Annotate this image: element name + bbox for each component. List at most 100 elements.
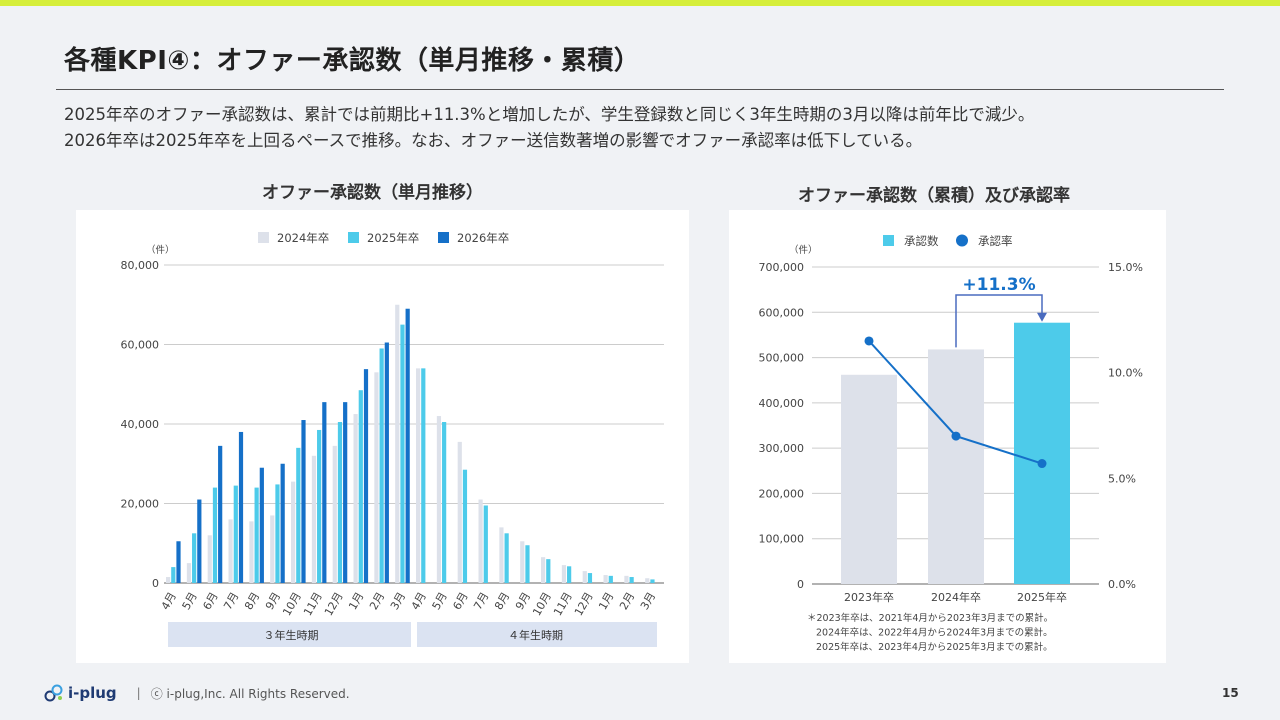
bar — [238, 431, 244, 583]
bar — [176, 541, 181, 583]
bar — [478, 499, 483, 583]
period-band-4th-year — [417, 622, 657, 647]
description: 2025年卒のオファー承認数は、累計では前期比+11.3%と増加したが、学生登録… — [64, 102, 1034, 154]
x-tick-label: 5月 — [430, 590, 450, 612]
legend-swatch — [883, 235, 894, 246]
bar — [353, 414, 358, 583]
x-tick-label: 2月 — [367, 590, 387, 612]
bar — [421, 368, 426, 583]
y-tick-label: 400,000 — [759, 397, 805, 410]
legend-label: 承認率 — [978, 234, 1013, 248]
y-tick-label: 0 — [797, 578, 804, 591]
bar — [629, 577, 634, 583]
x-tick-label: 12月 — [322, 590, 346, 618]
bar — [207, 535, 212, 583]
bar — [608, 575, 613, 583]
y-tick-label: 20,000 — [121, 498, 160, 511]
bar — [546, 559, 551, 583]
y-tick-label: 60,000 — [121, 339, 160, 352]
bar — [322, 402, 327, 583]
bar — [317, 429, 322, 583]
y-axis-unit: （件） — [789, 244, 818, 256]
growth-arrowhead — [1037, 312, 1047, 322]
bar — [186, 563, 192, 583]
legend-swatch — [348, 232, 359, 243]
growth-bracket — [955, 294, 1043, 348]
rate-point — [1037, 459, 1047, 469]
x-tick-label: 1月 — [596, 590, 616, 612]
bar — [332, 445, 337, 583]
footnote: 2024年卒は、2022年4月から2024年3月までの累計。 — [816, 627, 1053, 639]
legend-swatch — [258, 232, 269, 243]
x-tick-label: 4月 — [159, 590, 179, 612]
x-tick-label: 11月 — [301, 590, 325, 618]
y-tick-label: 100,000 — [759, 533, 805, 546]
bar — [280, 463, 285, 583]
logo-text: i-plug — [68, 684, 117, 702]
bar — [296, 447, 301, 583]
rate-point — [864, 336, 874, 346]
bar — [405, 308, 410, 583]
x-tick-label: 9月 — [513, 590, 533, 612]
x-tick-label: 8月 — [242, 590, 262, 612]
bar — [645, 578, 650, 583]
bar — [343, 402, 348, 583]
bar — [582, 571, 587, 583]
bar — [457, 441, 462, 583]
bar — [275, 484, 280, 583]
bar — [337, 422, 343, 583]
y2-tick-label: 10.0% — [1108, 367, 1143, 380]
bar — [291, 481, 296, 583]
x-tick-label: 8月 — [492, 590, 512, 612]
bar — [416, 368, 421, 583]
bar — [483, 505, 488, 583]
bar — [311, 455, 317, 583]
period-label: ４年生時期 — [508, 628, 563, 642]
bar — [561, 565, 567, 583]
rate-point — [951, 431, 961, 441]
y-tick-label: 500,000 — [759, 352, 805, 365]
y-tick-label: 700,000 — [759, 261, 805, 274]
bar — [841, 374, 897, 584]
bar — [212, 487, 218, 583]
bar — [192, 533, 197, 583]
bar — [249, 521, 254, 583]
bar — [520, 541, 525, 583]
x-tick-label: 11月 — [551, 590, 575, 618]
bar — [218, 445, 223, 583]
bar — [197, 499, 202, 583]
bar — [395, 304, 400, 583]
bar — [603, 575, 608, 583]
x-tick-label: 4月 — [409, 590, 429, 612]
bar — [541, 557, 546, 583]
x-tick-label: 6月 — [200, 590, 220, 612]
bar — [928, 349, 984, 584]
period-label: ３年生時期 — [264, 628, 319, 642]
bar — [587, 573, 593, 583]
footnote: 2025年卒は、2023年4月から2025年3月までの累計。 — [816, 641, 1053, 653]
legend-marker — [956, 234, 968, 247]
legend-label: 2024年卒 — [277, 231, 329, 245]
footnote: ＊2023年卒は、2021年4月から2023年3月までの累計。 — [807, 612, 1053, 624]
y2-tick-label: 5.0% — [1108, 472, 1136, 485]
legend-swatch — [438, 232, 449, 243]
bar — [228, 519, 233, 583]
bar — [233, 485, 238, 583]
y-tick-label: 600,000 — [759, 306, 805, 319]
bar — [363, 369, 369, 583]
period-band-3rd-year — [168, 622, 411, 647]
x-tick-label: 10月 — [280, 590, 304, 618]
footer-separator: | — [136, 686, 141, 700]
x-tick-label: 2月 — [617, 590, 637, 612]
copyright: ⓒ i-plug,Inc. All Rights Reserved. — [150, 686, 350, 701]
page-number: 15 — [1222, 686, 1239, 700]
bar — [400, 324, 405, 583]
bar — [499, 527, 504, 583]
monthly-chart: 2024年卒 2025年卒 2026年卒 （件） 0 20,000 40,000 60,000… — [121, 231, 664, 647]
x-tick-label: 10月 — [530, 590, 554, 618]
bar — [504, 533, 509, 583]
footer: i-plug | ⓒ i-plug,Inc. All Rights Reserv… — [44, 683, 350, 703]
bar — [259, 467, 264, 583]
x-tick-label: 1月 — [346, 590, 366, 612]
y2-tick-label: 15.0% — [1108, 261, 1143, 274]
